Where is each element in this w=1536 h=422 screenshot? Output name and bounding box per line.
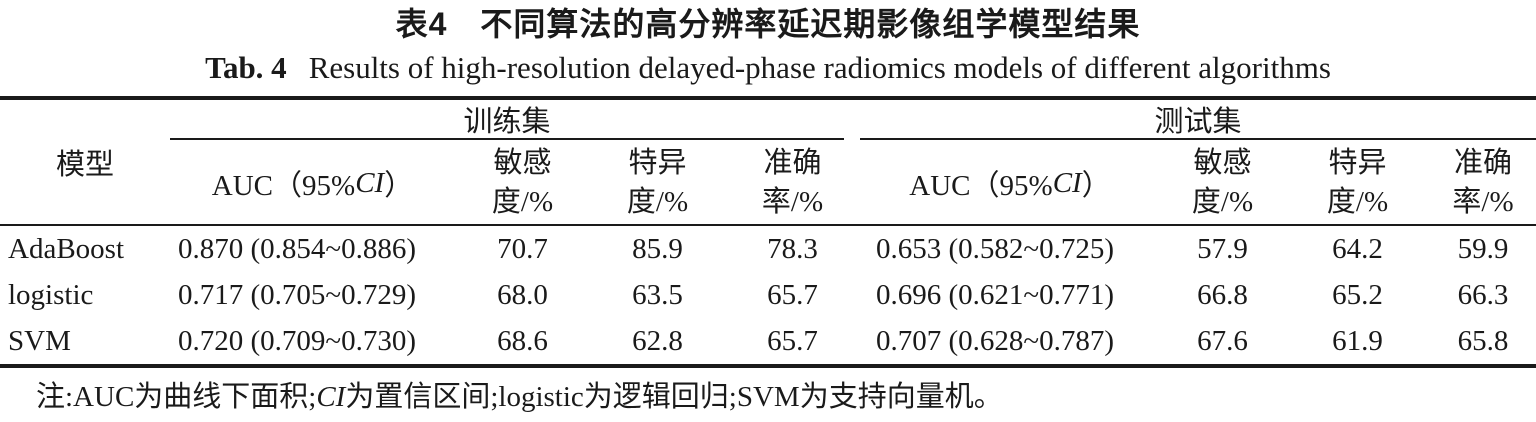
cell-train-specificity: 85.9 [632,232,683,265]
header-test-auc-post: ） [1081,170,1111,202]
cell-train-specificity: 63.5 [632,278,683,311]
cell-test-specificity: 65.2 [1332,278,1383,311]
cell-test-auc: 0.707 (0.628~0.787) [876,324,1115,357]
header-test-accuracy-line1: 准确 [1453,147,1512,179]
header-train-sensitivity: 敏感 度/% [455,140,590,226]
cell-test-accuracy: 66.3 [1457,278,1509,311]
cell-train-auc: 0.720 (0.709~0.730) [178,324,417,357]
table-number-label: Tab. 4 [205,50,287,85]
header-test-sensitivity: 敏感 度/% [1160,140,1285,226]
cell-train-accuracy: 65.7 [767,324,818,357]
table-footnote: 注:AUC为曲线下面积;CI为置信区间;logistic为逻辑回归;SVM为支持… [0,379,1536,415]
cell-test-accuracy: 65.8 [1457,324,1509,357]
header-test-auc-ci: CI [1052,166,1082,199]
header-train-accuracy-line1: 准确 [763,147,822,179]
cell-test-auc: 0.696 (0.621~0.771) [876,278,1115,311]
cell-train-sensitivity: 68.6 [497,324,548,357]
header-train-specificity-line2: 度/% [626,186,689,218]
cell-train-sensitivity: 68.0 [497,278,548,311]
header-test-accuracy: 准确 率/% [1430,140,1536,226]
table-bottom-rule [0,364,1536,368]
header-group-test-set: 测试集 [860,100,1536,140]
cell-test-auc: 0.653 (0.582~0.725) [876,232,1115,265]
header-test-sensitivity-line2: 度/% [1191,186,1254,218]
header-train-accuracy-line2: 率/% [761,186,824,218]
cell-test-sensitivity: 66.8 [1197,278,1248,311]
footnote-part2: 为置信区间;logistic为逻辑回归;SVM为支持向量机。 [345,381,1003,413]
cell-train-auc: 0.870 (0.854~0.886) [178,232,417,265]
header-train-sensitivity-line1: 敏感 [493,147,552,179]
table-title-english: Tab. 4 Results of high-resolution delayed… [0,45,1536,91]
cell-model: logistic [8,278,94,311]
cell-train-accuracy: 78.3 [767,232,818,265]
header-train-auc: AUC（95% CI） [170,140,455,226]
results-table: 模型 训练集 测试集 AUC（95% CI） 敏感 度/% 特异 度/% 准确 … [0,100,1536,364]
header-model: 模型 [0,100,170,226]
table-top-rule [0,96,1536,100]
header-train-sensitivity-line2: 度/% [491,186,554,218]
cell-test-sensitivity: 67.6 [1197,324,1248,357]
header-test-accuracy-line2: 率/% [1452,186,1514,218]
cell-test-accuracy: 59.9 [1457,232,1509,265]
footnote-ci: CI [316,381,346,413]
header-test-sensitivity-line1: 敏感 [1193,147,1252,179]
header-train-auc-pre: AUC（95% [211,170,356,202]
header-train-accuracy: 准确 率/% [725,140,860,226]
header-train-specificity: 特异 度/% [590,140,725,226]
cell-train-auc: 0.717 (0.705~0.729) [178,278,417,311]
header-group-training-set: 训练集 [170,100,844,140]
header-test-auc: AUC（95% CI） [860,140,1160,226]
cell-model: AdaBoost [8,232,124,265]
cell-test-sensitivity: 57.9 [1197,232,1248,265]
header-test-specificity-line2: 度/% [1326,186,1389,218]
header-train-auc-post: ） [384,170,414,202]
header-test-specificity-line1: 特异 [1328,147,1387,179]
cell-test-specificity: 61.9 [1332,324,1383,357]
cell-model: SVM [8,324,71,357]
cell-test-specificity: 64.2 [1332,232,1383,265]
header-test-specificity: 特异 度/% [1285,140,1430,226]
cell-train-specificity: 62.8 [632,324,683,357]
table-title-chinese: 表4 不同算法的高分辨率延迟期影像组学模型结果 [395,6,1141,42]
header-train-auc-ci: CI [355,166,385,199]
table-title-english-text: Results of high-resolution delayed-phase… [308,50,1331,85]
cell-train-sensitivity: 70.7 [497,232,548,265]
header-test-auc-pre: AUC（95% [909,170,1053,202]
footnote-part1: 注:AUC为曲线下面积; [36,381,317,413]
cell-train-accuracy: 65.7 [767,278,818,311]
header-train-specificity-line1: 特异 [628,147,687,179]
